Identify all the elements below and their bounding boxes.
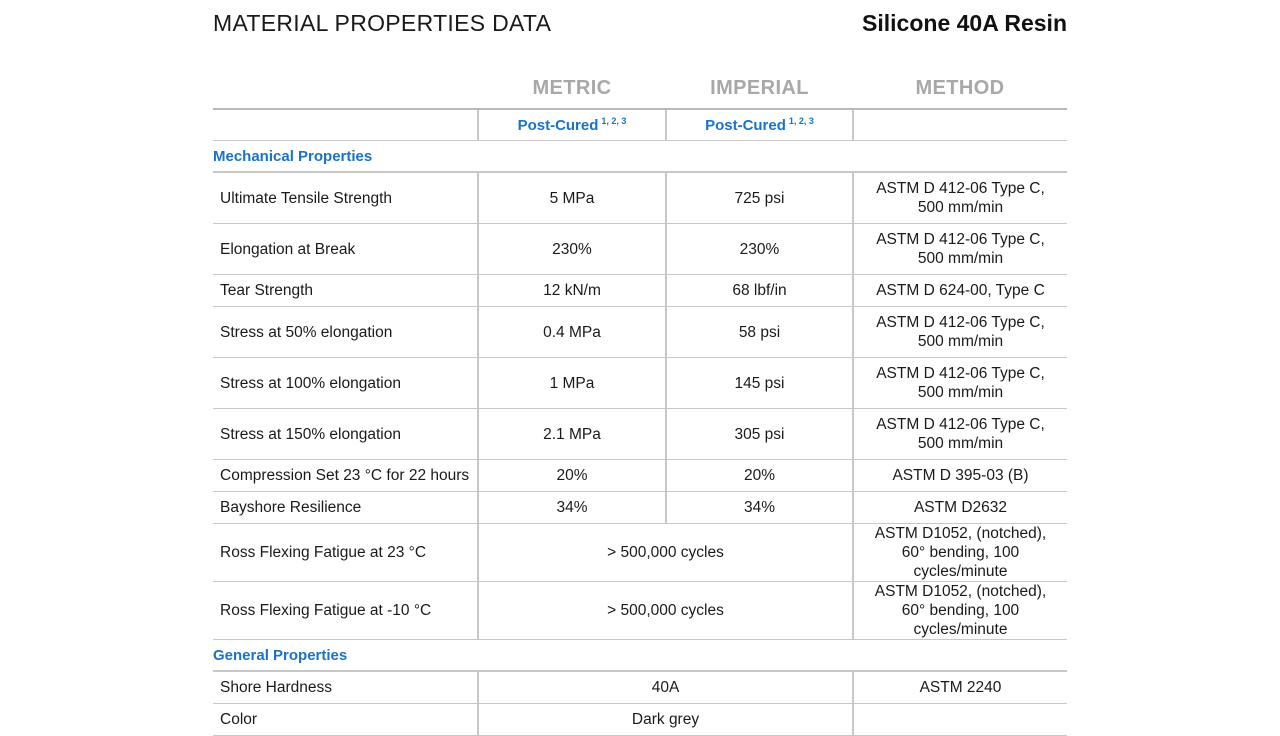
test-method: ASTM D 412-06 Type C, 500 mm/min (852, 408, 1067, 460)
cure-state-row: Post-Cured 1, 2, 3 Post-Cured 1, 2, 3 (213, 109, 1067, 141)
metric-value: 230% (477, 223, 666, 275)
test-method-line-1: ASTM D 412-06 Type C, (876, 314, 1045, 331)
document-title: MATERIAL PROPERTIES DATA (213, 10, 552, 36)
column-header-row: METRIC IMPERIAL METHOD (213, 68, 1067, 110)
imperial-value: 68 lbf/in (665, 274, 853, 307)
imperial-cure-state: Post-Cured 1, 2, 3 (665, 109, 853, 141)
property-name: Tear Strength (213, 274, 478, 307)
metric-value: 5 MPa (477, 172, 666, 224)
property-name: Ultimate Tensile Strength (213, 172, 478, 224)
table-row: Ultimate Tensile Strength 5 MPa 725 psi … (213, 172, 1067, 224)
property-name: Bayshore Resilience (213, 491, 478, 524)
table-row: Compression Set 23 °C for 22 hours 20% 2… (213, 459, 1067, 492)
test-method: ASTM 2240 (852, 671, 1067, 704)
test-method: ASTM D 412-06 Type C, 500 mm/min (852, 357, 1067, 409)
property-name: Ross Flexing Fatigue at -10 °C (213, 581, 478, 640)
metric-value: 34% (477, 491, 666, 524)
table-row: Ross Flexing Fatigue at 23 °C > 500,000 … (213, 523, 1067, 582)
combined-value: > 500,000 cycles (477, 523, 853, 582)
material-properties-table: METRIC IMPERIAL METHOD Post-Cured 1, 2, 3… (213, 68, 1067, 736)
metric-value: 1 MPa (477, 357, 666, 409)
table-row: Tear Strength 12 kN/m 68 lbf/in ASTM D 6… (213, 274, 1067, 307)
table-row: Elongation at Break 230% 230% ASTM D 412… (213, 223, 1067, 275)
combined-value: > 500,000 cycles (477, 581, 853, 640)
test-method-line-1: ASTM D 412-06 Type C, (876, 180, 1045, 197)
section-row-mechanical: Mechanical Properties (213, 140, 1067, 173)
test-method: ASTM D1052, (notched), 60° bending, 100 c… (852, 581, 1067, 640)
property-column-header (213, 68, 478, 110)
test-method-line-2: 500 mm/min (917, 199, 1004, 216)
test-method: ASTM D1052, (notched), 60° bending, 100 c… (852, 523, 1067, 582)
property-name: Ross Flexing Fatigue at 23 °C (213, 523, 478, 582)
table-row: Ross Flexing Fatigue at -10 °C > 500,000… (213, 581, 1067, 640)
imperial-value: 34% (665, 491, 853, 524)
imperial-column-header: IMPERIAL (666, 68, 853, 110)
test-method-line-2: 500 mm/min (917, 435, 1004, 452)
imperial-value: 20% (665, 459, 853, 492)
imperial-cure-label: Post-Cured (705, 117, 786, 134)
test-method-line-2: 500 mm/min (917, 384, 1004, 401)
test-method: ASTM D2632 (852, 491, 1067, 524)
property-name: Elongation at Break (213, 223, 478, 275)
test-method-line-2: 500 mm/min (917, 333, 1004, 350)
metric-cure-label: Post-Cured (517, 117, 599, 134)
test-method: ASTM D 395-03 (B) (852, 459, 1067, 492)
imperial-footnote-refs: 1, 2, 3 (788, 116, 814, 126)
section-title-mechanical: Mechanical Properties (213, 140, 1067, 173)
metric-value: 0.4 MPa (477, 306, 666, 358)
metric-value: 12 kN/m (477, 274, 666, 307)
table-row: Stress at 150% elongation 2.1 MPa 305 ps… (213, 408, 1067, 460)
test-method: ASTM D 412-06 Type C, 500 mm/min (852, 223, 1067, 275)
table-row: Stress at 50% elongation 0.4 MPa 58 psi … (213, 306, 1067, 358)
metric-value: 20% (477, 459, 666, 492)
imperial-value: 725 psi (665, 172, 853, 224)
metric-footnote-refs: 1, 2, 3 (601, 116, 627, 126)
section-row-general: General Properties (213, 639, 1067, 672)
method-column-header: METHOD (853, 68, 1067, 110)
property-name: Shore Hardness (213, 671, 478, 704)
metric-cure-state: Post-Cured 1, 2, 3 (477, 109, 666, 141)
test-method: ASTM D 412-06 Type C, 500 mm/min (852, 172, 1067, 224)
property-name: Stress at 150% elongation (213, 408, 478, 460)
table-row: Bayshore Resilience 34% 34% ASTM D2632 (213, 491, 1067, 524)
section-title-general: General Properties (213, 639, 1067, 672)
test-method-line-2: 60° bending, 100 cycles/minute (901, 602, 1020, 638)
test-method-line-1: ASTM D 412-06 Type C, (876, 365, 1045, 382)
property-name: Stress at 50% elongation (213, 306, 478, 358)
table-row: Stress at 100% elongation 1 MPa 145 psi … (213, 357, 1067, 409)
table-row: Shore Hardness 40A ASTM 2240 (213, 671, 1067, 704)
test-method-line-1: ASTM D 412-06 Type C, (876, 231, 1045, 248)
imperial-value: 145 psi (665, 357, 853, 409)
test-method-line-1: ASTM D 412-06 Type C, (876, 416, 1045, 433)
test-method-line-1: ASTM D1052, (notched), (874, 583, 1047, 600)
test-method-line-2: 500 mm/min (917, 250, 1004, 267)
property-name: Compression Set 23 °C for 22 hours (213, 459, 478, 492)
metric-column-header: METRIC (478, 68, 666, 110)
test-method-line-2: 60° bending, 100 cycles/minute (901, 544, 1020, 580)
imperial-value: 230% (665, 223, 853, 275)
imperial-value: 305 psi (665, 408, 853, 460)
imperial-value: 58 psi (665, 306, 853, 358)
metric-value: 2.1 MPa (477, 408, 666, 460)
test-method: ASTM D 624-00, Type C (852, 274, 1067, 307)
product-name: Silicone 40A Resin (862, 10, 1067, 36)
property-name: Stress at 100% elongation (213, 357, 478, 409)
combined-value: 40A (477, 671, 853, 704)
test-method-line-1: ASTM D1052, (notched), (874, 525, 1047, 542)
test-method: ASTM D 412-06 Type C, 500 mm/min (852, 306, 1067, 358)
